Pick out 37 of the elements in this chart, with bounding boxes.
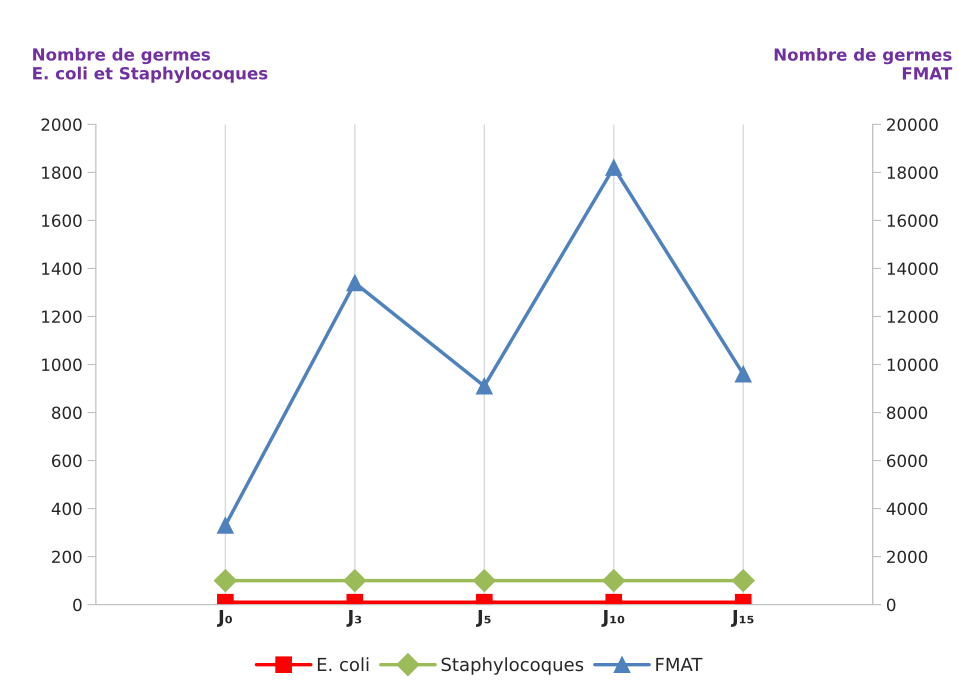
y-tick-label: 1800 <box>42 166 82 179</box>
y-tick-label: 2000 <box>42 118 82 131</box>
point <box>346 274 364 292</box>
y2-tick-label: 18000 <box>888 166 938 179</box>
x-tick-label: J₁₀ <box>601 610 624 627</box>
y-tick-label: 1200 <box>42 310 82 324</box>
legend-label: Staphylocoques <box>442 657 584 675</box>
y2-tick-label: 6000 <box>887 454 928 468</box>
y2-tick-label: 4000 <box>886 502 928 516</box>
legend-label: E. coli <box>318 657 368 672</box>
y-tick-label: 200 <box>52 550 82 564</box>
y2-tick-label: 20000 <box>887 118 938 131</box>
y-tick-label: 800 <box>52 406 82 420</box>
y2-axis-title: Nombre de germes FMAT <box>774 48 952 80</box>
x-tick-label: J₁₅ <box>730 610 754 627</box>
legend-label: FMAT <box>656 658 703 671</box>
point <box>734 366 752 382</box>
point <box>217 517 234 534</box>
point <box>605 159 622 176</box>
y-tick-label: 400 <box>52 502 82 516</box>
y-tick-label: 1600 <box>42 214 82 227</box>
y2-tick-label: 2000 <box>887 550 928 564</box>
y-tick-label: 0 <box>73 598 82 612</box>
y-axis-title: Nombre de germes E. coli et Staphylocoques <box>33 48 268 83</box>
point <box>476 378 493 394</box>
y2-tick-label: 14000 <box>888 262 938 276</box>
y2-tick-label: 10000 <box>888 358 938 372</box>
y2-tick-label: 0 <box>886 598 896 612</box>
x-tick-label: J₃ <box>346 610 362 627</box>
x-tick-label: J₅ <box>476 610 491 627</box>
x-tick-label: J₀ <box>217 610 232 627</box>
y-tick-label: 1400 <box>42 262 82 276</box>
y-tick-label: 600 <box>52 454 82 468</box>
y2-tick-label: 12000 <box>888 310 938 324</box>
y2-tick-label: 8000 <box>887 406 928 420</box>
y-tick-label: 1000 <box>42 358 82 372</box>
y2-tick-label: 16000 <box>888 214 938 227</box>
